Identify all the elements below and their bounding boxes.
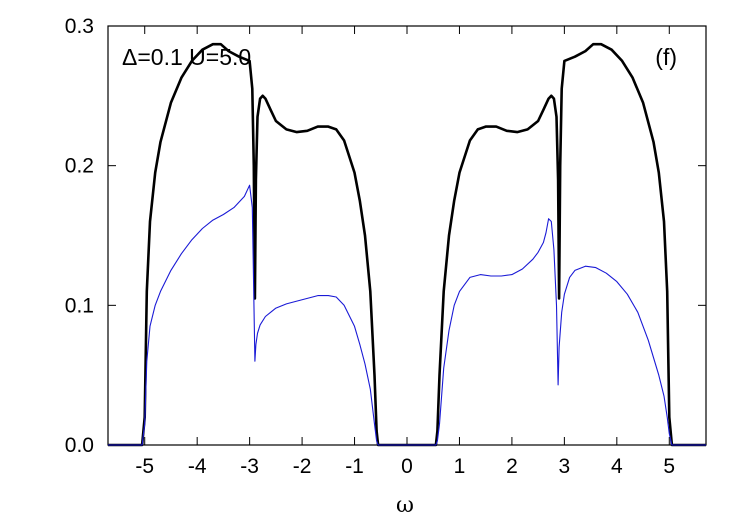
- annotation-panel-label: (f): [655, 44, 677, 70]
- y-tick-label: 0.2: [65, 155, 94, 178]
- y-tick-label: 0.3: [65, 15, 94, 38]
- x-tick-label: 5: [663, 455, 675, 478]
- annotation-parameters: Δ=0.1 U=5.0: [122, 44, 251, 70]
- x-axis-label: ω: [396, 493, 414, 518]
- y-axis-ticks: 0.0 0.1 0.2 0.3: [65, 15, 706, 457]
- series-line-thick: [108, 42, 706, 447]
- y-tick-label: 0.0: [65, 434, 94, 457]
- x-axis-ticks: -5 -4 -3 -2 -1 0 1 2 3 4 5: [135, 26, 675, 478]
- x-tick-label: -1: [345, 455, 364, 478]
- x-tick-label: 1: [454, 455, 466, 478]
- x-tick-label: 2: [506, 455, 518, 478]
- series-group: [108, 42, 706, 447]
- x-tick-label: -5: [135, 455, 154, 478]
- x-tick-label: 3: [559, 455, 571, 478]
- x-tick-label: -2: [293, 455, 312, 478]
- series-line-thin: [108, 184, 706, 446]
- plot-frame: [107, 25, 707, 446]
- x-tick-label: 0: [401, 455, 413, 478]
- x-tick-label: -3: [240, 455, 259, 478]
- y-tick-label: 0.1: [65, 294, 94, 317]
- x-tick-label: 4: [611, 455, 623, 478]
- x-tick-label: -4: [188, 455, 207, 478]
